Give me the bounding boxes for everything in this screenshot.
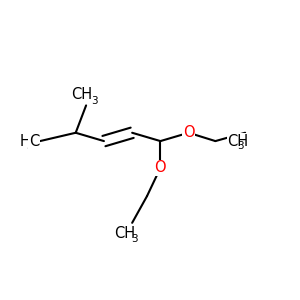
Text: O: O bbox=[183, 125, 194, 140]
Text: 3: 3 bbox=[131, 234, 138, 244]
Text: O: O bbox=[154, 160, 166, 175]
Text: C: C bbox=[29, 134, 39, 149]
Text: 3: 3 bbox=[237, 140, 244, 151]
Text: CH: CH bbox=[227, 134, 248, 148]
Text: CH: CH bbox=[114, 226, 135, 241]
Text: 3: 3 bbox=[91, 96, 98, 106]
Text: CH: CH bbox=[71, 87, 92, 102]
Text: 3: 3 bbox=[26, 141, 33, 152]
Text: H: H bbox=[20, 134, 31, 149]
